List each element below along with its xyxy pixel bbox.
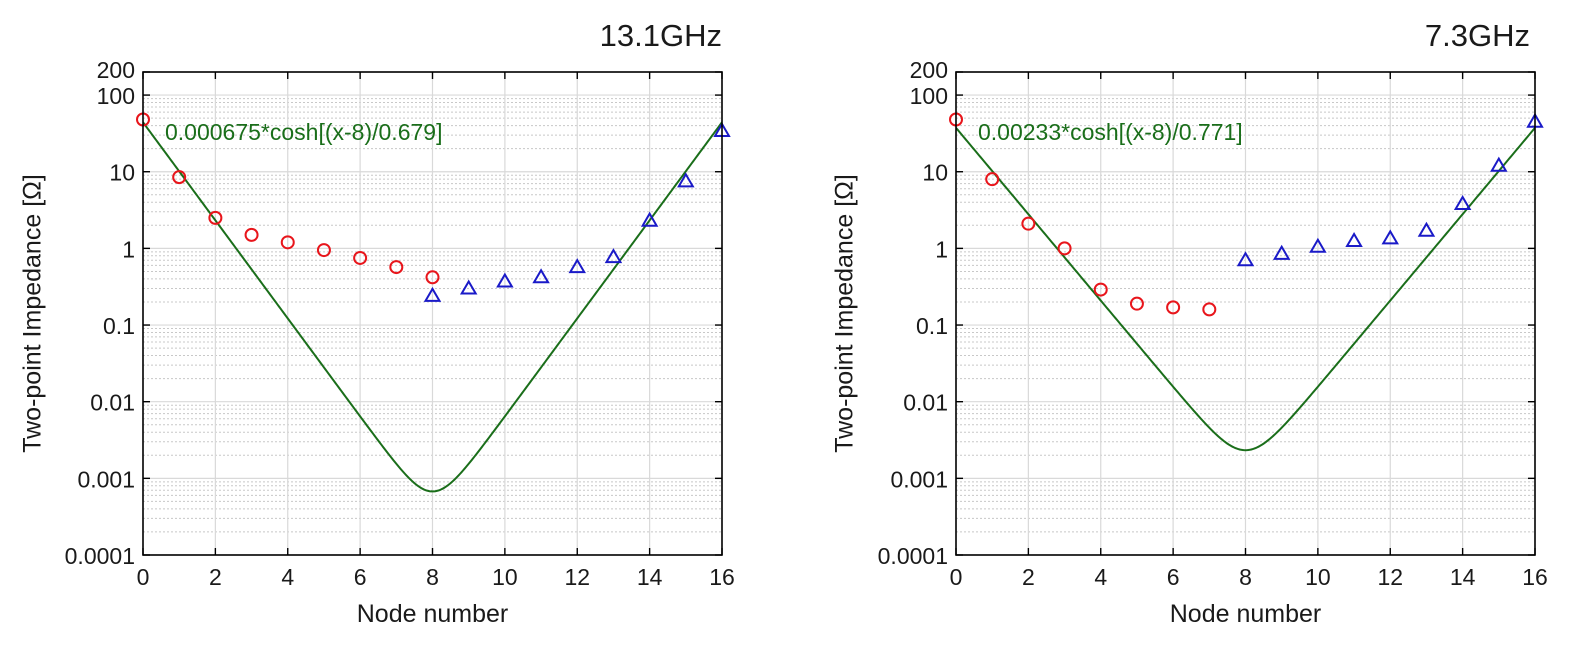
y-axis-label: Two-point Impedance [Ω] xyxy=(19,174,47,453)
y-tick-label: 1 xyxy=(935,236,948,262)
circle-marker xyxy=(280,235,295,250)
x-axis-label: Node number xyxy=(357,600,508,628)
x-axis-label: Node number xyxy=(1170,600,1321,628)
chart-2: 0 2 4 6 8 10 12 14 16 0.0001 0.001 0.01 0.1 1 10 100200… xyxy=(831,18,1548,628)
circle-marker xyxy=(1057,241,1072,256)
y-tick-label: 0.001 xyxy=(77,466,135,492)
x-tick-label: 8 xyxy=(426,564,439,590)
circle-marker xyxy=(1202,302,1217,317)
circle-marker xyxy=(1093,282,1108,297)
y-tick-label: 0.01 xyxy=(903,390,948,416)
y-tick-label: 1 xyxy=(122,236,135,262)
circle-marker xyxy=(985,172,1000,187)
y-tick-label: 100 xyxy=(910,83,948,109)
triangle-marker xyxy=(1236,251,1255,267)
circle-marker xyxy=(389,260,404,275)
fit-annotation: 0.000675*cosh[(x-8)/0.679] xyxy=(165,119,442,145)
y-tick-label: 200 xyxy=(97,57,135,83)
x-tick-label: 12 xyxy=(1377,564,1403,590)
x-tick-label: 10 xyxy=(1305,564,1331,590)
y-tick-label: 0.01 xyxy=(90,390,135,416)
x-tick-label: 4 xyxy=(281,564,294,590)
triangle-marker xyxy=(604,248,623,264)
triangle-marker xyxy=(1345,231,1363,247)
circle-marker xyxy=(1129,296,1144,311)
circle-marker xyxy=(1166,300,1181,315)
fit-curve xyxy=(956,127,1535,452)
x-tick-label: 14 xyxy=(637,564,663,590)
x-tick-label: 6 xyxy=(1167,564,1180,590)
fit-annotation: 0.00233*cosh[(x-8)/0.771] xyxy=(978,119,1243,145)
triangle-marker xyxy=(1490,156,1508,172)
y-tick-label: 0.0001 xyxy=(878,543,948,569)
circle-marker xyxy=(353,250,368,265)
triangle-marker xyxy=(459,279,478,295)
y-tick-label: 0.1 xyxy=(103,313,135,339)
x-tick-label: 2 xyxy=(209,564,222,590)
triangle-marker xyxy=(640,211,659,227)
x-tick-label: 12 xyxy=(564,564,590,590)
grid xyxy=(956,72,1535,555)
y-tick-label: 0.0001 xyxy=(65,543,135,569)
circle-marker xyxy=(244,227,259,242)
chart-1: 0 2 4 6 8 10 12 14 16 0.0001 0.001 0.01 0.1 1 10 100200… xyxy=(19,18,735,628)
triangle-marker xyxy=(1453,194,1472,210)
x-tick-label: 16 xyxy=(1522,564,1548,590)
x-tick-label: 2 xyxy=(1022,564,1035,590)
circle-marker xyxy=(316,243,331,258)
fit-curve xyxy=(143,121,722,493)
x-tick-label: 10 xyxy=(492,564,518,590)
circle-marker xyxy=(208,210,223,225)
x-tick-label: 0 xyxy=(950,564,963,590)
triangle-marker xyxy=(1417,221,1436,237)
triangle-marker xyxy=(1381,229,1399,245)
grid xyxy=(143,72,722,555)
x-tick-label: 16 xyxy=(709,564,735,590)
chart-title: 7.3GHz xyxy=(1425,18,1530,53)
x-tick-label: 6 xyxy=(354,564,367,590)
circle-marker xyxy=(1021,216,1036,231)
y-tick-label: 200 xyxy=(910,57,948,83)
y-tick-label: 10 xyxy=(109,160,135,186)
circle-marker xyxy=(172,170,187,185)
y-tick-label: 0.1 xyxy=(916,313,948,339)
triangle-marker xyxy=(1272,244,1291,260)
triangle-marker xyxy=(423,286,442,302)
y-tick-label: 0.001 xyxy=(890,466,948,492)
triangle-marker xyxy=(568,258,586,274)
x-tick-label: 14 xyxy=(1450,564,1476,590)
x-tick-label: 4 xyxy=(1094,564,1107,590)
triangle-marker xyxy=(496,272,514,288)
y-tick-label: 10 xyxy=(922,160,948,186)
y-tick-label: 100 xyxy=(97,83,135,109)
y-axis-label: Two-point Impedance [Ω] xyxy=(831,174,859,453)
triangle-marker xyxy=(677,172,695,188)
x-tick-label: 8 xyxy=(1239,564,1252,590)
circle-marker xyxy=(425,270,440,285)
chart-title: 13.1GHz xyxy=(600,18,722,53)
triangle-marker xyxy=(1309,237,1327,253)
x-tick-label: 0 xyxy=(137,564,150,590)
triangle-marker xyxy=(532,268,550,284)
